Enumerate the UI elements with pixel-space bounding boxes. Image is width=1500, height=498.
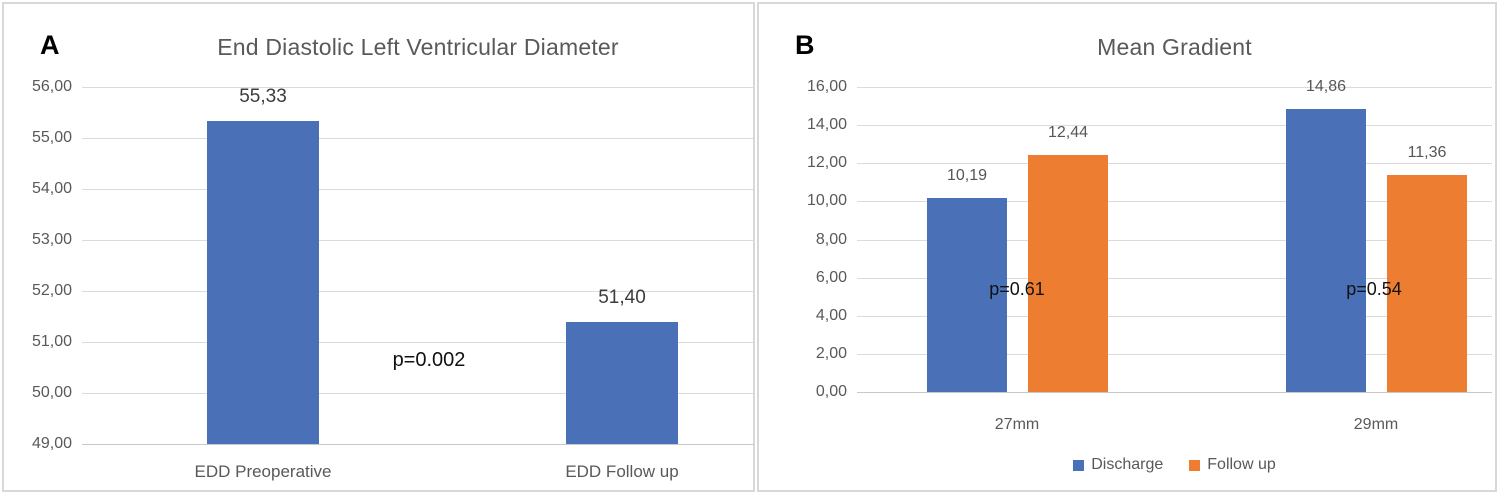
gridline — [82, 291, 754, 292]
y-tick-label: 2,00 — [815, 345, 847, 362]
panel-a-edd-chart: A End Diastolic Left Ventricular Diamete… — [2, 2, 755, 492]
y-tick-label: 8,00 — [815, 231, 847, 248]
y-tick-label: 49,00 — [31, 435, 72, 452]
p-value-annotation: p=0.002 — [392, 349, 466, 371]
legend-item-discharge: Discharge — [1073, 456, 1163, 474]
gridline — [857, 240, 1492, 241]
y-tick-label: 53,00 — [31, 231, 72, 248]
gridline — [82, 444, 754, 445]
gridline — [857, 201, 1492, 202]
x-category-label: EDD Preoperative — [194, 462, 332, 481]
edd-chart-title: End Diastolic Left Ventricular Diameter — [217, 34, 619, 60]
gridline — [82, 138, 754, 139]
x-category-label: 29mm — [1353, 416, 1399, 433]
p-value-annotation: p=0.54 — [1346, 279, 1402, 299]
y-tick-label: 50,00 — [31, 384, 72, 401]
panel-b-letter: B — [795, 30, 815, 60]
bar-value-label: 11,36 — [1407, 144, 1447, 161]
bar-follow-up-29mm — [1387, 175, 1467, 392]
y-tick-label: 0,00 — [815, 383, 847, 400]
p-value-annotation: p=0.61 — [989, 279, 1045, 299]
gridline — [857, 87, 1492, 88]
y-tick-label: 55,00 — [31, 129, 72, 146]
gridline — [82, 189, 754, 190]
gridline — [857, 354, 1492, 355]
bar-discharge-27mm — [927, 198, 1007, 392]
bar-value-label: 55,33 — [239, 86, 287, 107]
gridline — [857, 125, 1492, 126]
x-category-label: 27mm — [994, 416, 1040, 433]
bar-follow-up-27mm — [1028, 155, 1108, 392]
y-tick-label: 6,00 — [815, 269, 847, 286]
legend-label-discharge: Discharge — [1091, 456, 1164, 473]
gridline — [857, 316, 1492, 317]
gridline — [857, 278, 1492, 279]
legend-item-follow-up: Follow up — [1189, 456, 1276, 474]
y-tick-label: 54,00 — [31, 180, 72, 197]
gridline — [82, 393, 754, 394]
bar-value-label: 14,86 — [1305, 78, 1347, 95]
gridline — [82, 240, 754, 241]
chart-legend: Discharge Follow up — [857, 456, 1492, 474]
bar-value-label: 12,44 — [1047, 124, 1089, 141]
panel-b-mean-gradient-chart: B Mean Gradient 16,00 14,00 12,00 10,00 8,00… — [757, 2, 1497, 492]
bar-edd-edd-preoperative — [207, 121, 319, 444]
edd-plot-area: 56,00 55,00 54,00 53,00 52,00 51,00 50,00 49,00… — [32, 78, 754, 481]
bar-discharge-29mm — [1286, 109, 1366, 392]
y-tick-label: 51,00 — [31, 333, 72, 350]
mean-gradient-plot-area: 16,00 14,00 12,00 10,00 8,00 6,00 4,00 2,00 0,00… — [807, 78, 1492, 433]
y-tick-label: 4,00 — [815, 307, 847, 324]
legend-label-follow-up: Follow up — [1207, 456, 1276, 473]
y-tick-label: 56,00 — [31, 78, 72, 95]
panel-a-letter: A — [40, 30, 60, 60]
gridline — [857, 163, 1492, 164]
y-tick-label: 52,00 — [31, 282, 72, 299]
y-tick-label: 10,00 — [806, 192, 847, 209]
legend-swatch-discharge — [1073, 459, 1085, 471]
bar-value-label: 51,40 — [598, 287, 646, 308]
y-tick-label: 12,00 — [806, 154, 847, 171]
bar-value-label: 10,19 — [946, 167, 988, 184]
y-tick-label: 16,00 — [806, 78, 847, 95]
bar-edd-edd-follow-up — [566, 322, 678, 444]
x-category-label: EDD Follow up — [565, 462, 679, 481]
legend-swatch-follow-up — [1189, 459, 1201, 471]
gridline — [857, 392, 1492, 393]
gridline — [82, 342, 754, 343]
y-tick-label: 14,00 — [806, 116, 847, 133]
gridline — [82, 87, 754, 88]
mean-gradient-chart-title: Mean Gradient — [1097, 34, 1252, 60]
